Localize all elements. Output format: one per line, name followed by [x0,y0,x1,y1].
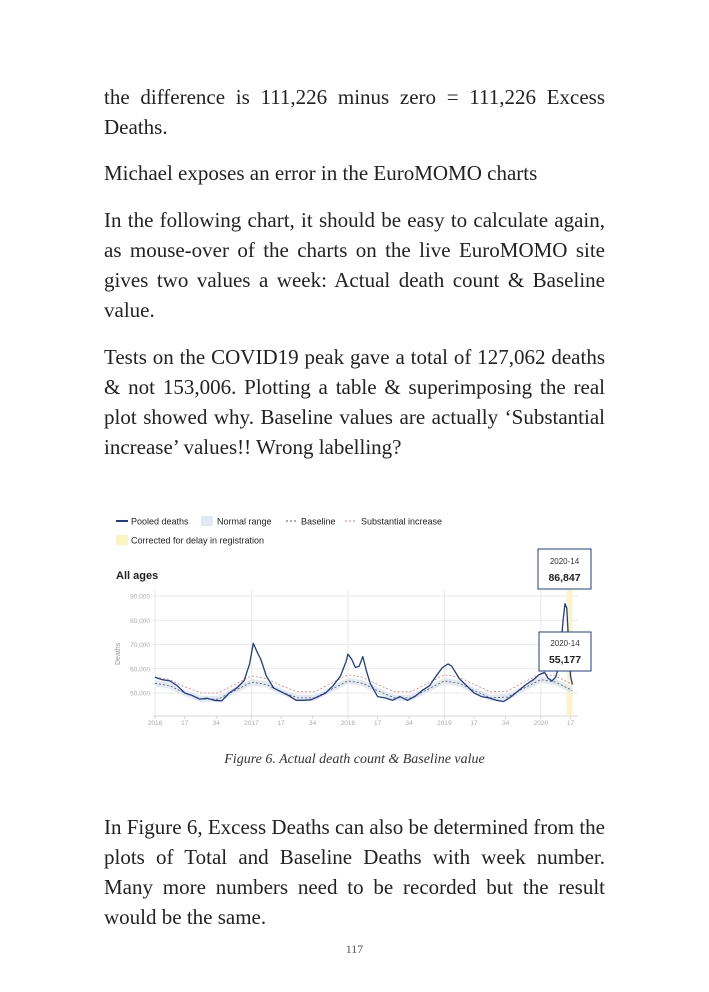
tooltip-baseline-week: 2020-14 [550,639,580,648]
substantial-increase-line [154,673,573,694]
normal-range-band [155,676,573,703]
tooltip-baseline-box [538,631,592,672]
x-tick-label: 17 [278,720,286,727]
legend-baseline-label: Baseline [301,517,336,527]
pooled-deaths-line [154,602,574,703]
tooltip-baseline: 2020-14 55,177 [538,631,592,672]
y-tick-label: 70,000 [130,642,150,649]
figure-caption: Figure 6. Actual death count & Baseline … [224,752,485,767]
tooltip-peak-box [537,548,592,590]
legend-corrected-label: Corrected for delay in registration [131,536,264,546]
legend-normal-label: Normal range [217,517,272,527]
legend-normal-swatch [201,516,213,526]
x-tick-label: 34 [406,720,414,727]
tooltip-peak-value: 86,847 [548,572,580,584]
x-tick-label: 2017 [244,720,259,727]
legend-substantial-label: Substantial increase [361,517,442,527]
x-tick-label: 2019 [437,720,452,727]
paragraph-4: Tests on the COVID19 peak gave a total o… [104,345,605,459]
x-tick-label: 17 [567,720,575,727]
x-tick-label: 17 [374,720,382,727]
tooltip-peak-week: 2020-14 [550,557,580,566]
x-tick-label: 2020 [534,720,549,727]
y-tick-label: 50,000 [130,691,150,698]
baseline-line [154,679,573,700]
paragraph-3: In the following chart, it should be eas… [104,208,605,322]
x-tick-label: 34 [502,720,510,727]
x-tick-label: 2018 [341,720,356,727]
tooltip-peak: 2020-14 86,847 [537,548,592,590]
y-tick-label: 90,000 [130,594,150,601]
paragraph-5: In Figure 6, Excess Deaths can also be d… [104,815,605,929]
euromomo-chart: Pooled deaths Normal range Baseline Subs… [115,516,592,727]
x-tick-label: 34 [213,720,221,727]
y-axis-label: Deaths [115,642,122,665]
paragraph-2: Michael exposes an error in the EuroMOMO… [104,161,538,185]
x-tick-label: 2016 [148,720,163,727]
x-tick-label: 17 [470,720,478,727]
y-tick-label: 60,000 [130,666,150,673]
legend-corrected-swatch [116,535,128,545]
legend-pooled-label: Pooled deaths [131,517,189,527]
chart-legend: Pooled deaths Normal range Baseline Subs… [116,516,442,546]
paragraph-1: the difference is 111,226 minus zero = 1… [104,85,605,139]
page-number: 117 [345,942,364,956]
y-tick-label: 80,000 [130,618,150,625]
x-tick-label: 17 [181,720,189,727]
tooltip-baseline-value: 55,177 [549,654,581,666]
x-tick-label: 34 [309,720,317,727]
chart-title: All ages [116,570,158,582]
